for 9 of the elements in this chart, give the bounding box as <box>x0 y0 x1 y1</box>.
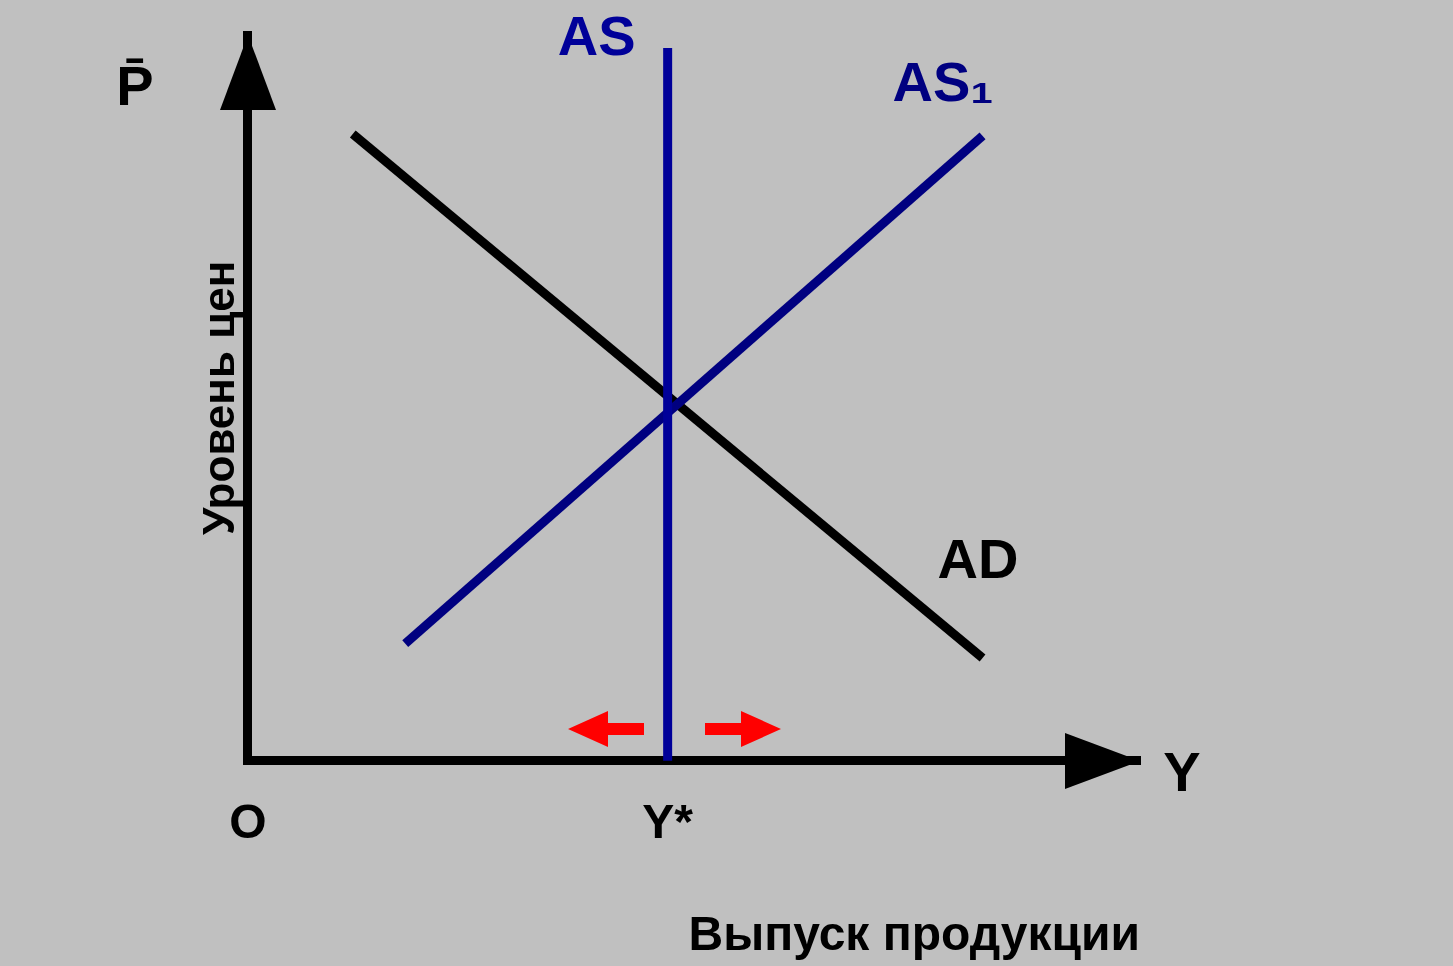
text: P̄ <box>116 54 154 118</box>
text: Y <box>1163 740 1201 804</box>
x-axis-title: Выпуск продукции <box>688 907 1140 961</box>
x-tick-label: O <box>229 794 267 848</box>
series-label: AD <box>937 527 1019 591</box>
series-label: AS₁ <box>892 50 994 114</box>
ref-line-label: AS <box>557 4 636 68</box>
y-axis-title: Уровень цен <box>193 260 243 536</box>
x-tick-label: Y* <box>642 794 694 848</box>
